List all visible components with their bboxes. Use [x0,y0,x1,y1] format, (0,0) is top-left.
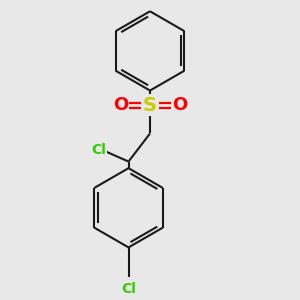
Text: O: O [113,96,128,114]
Text: Cl: Cl [121,282,136,296]
Text: O: O [172,96,187,114]
Text: S: S [143,96,157,115]
Text: Cl: Cl [92,143,106,157]
